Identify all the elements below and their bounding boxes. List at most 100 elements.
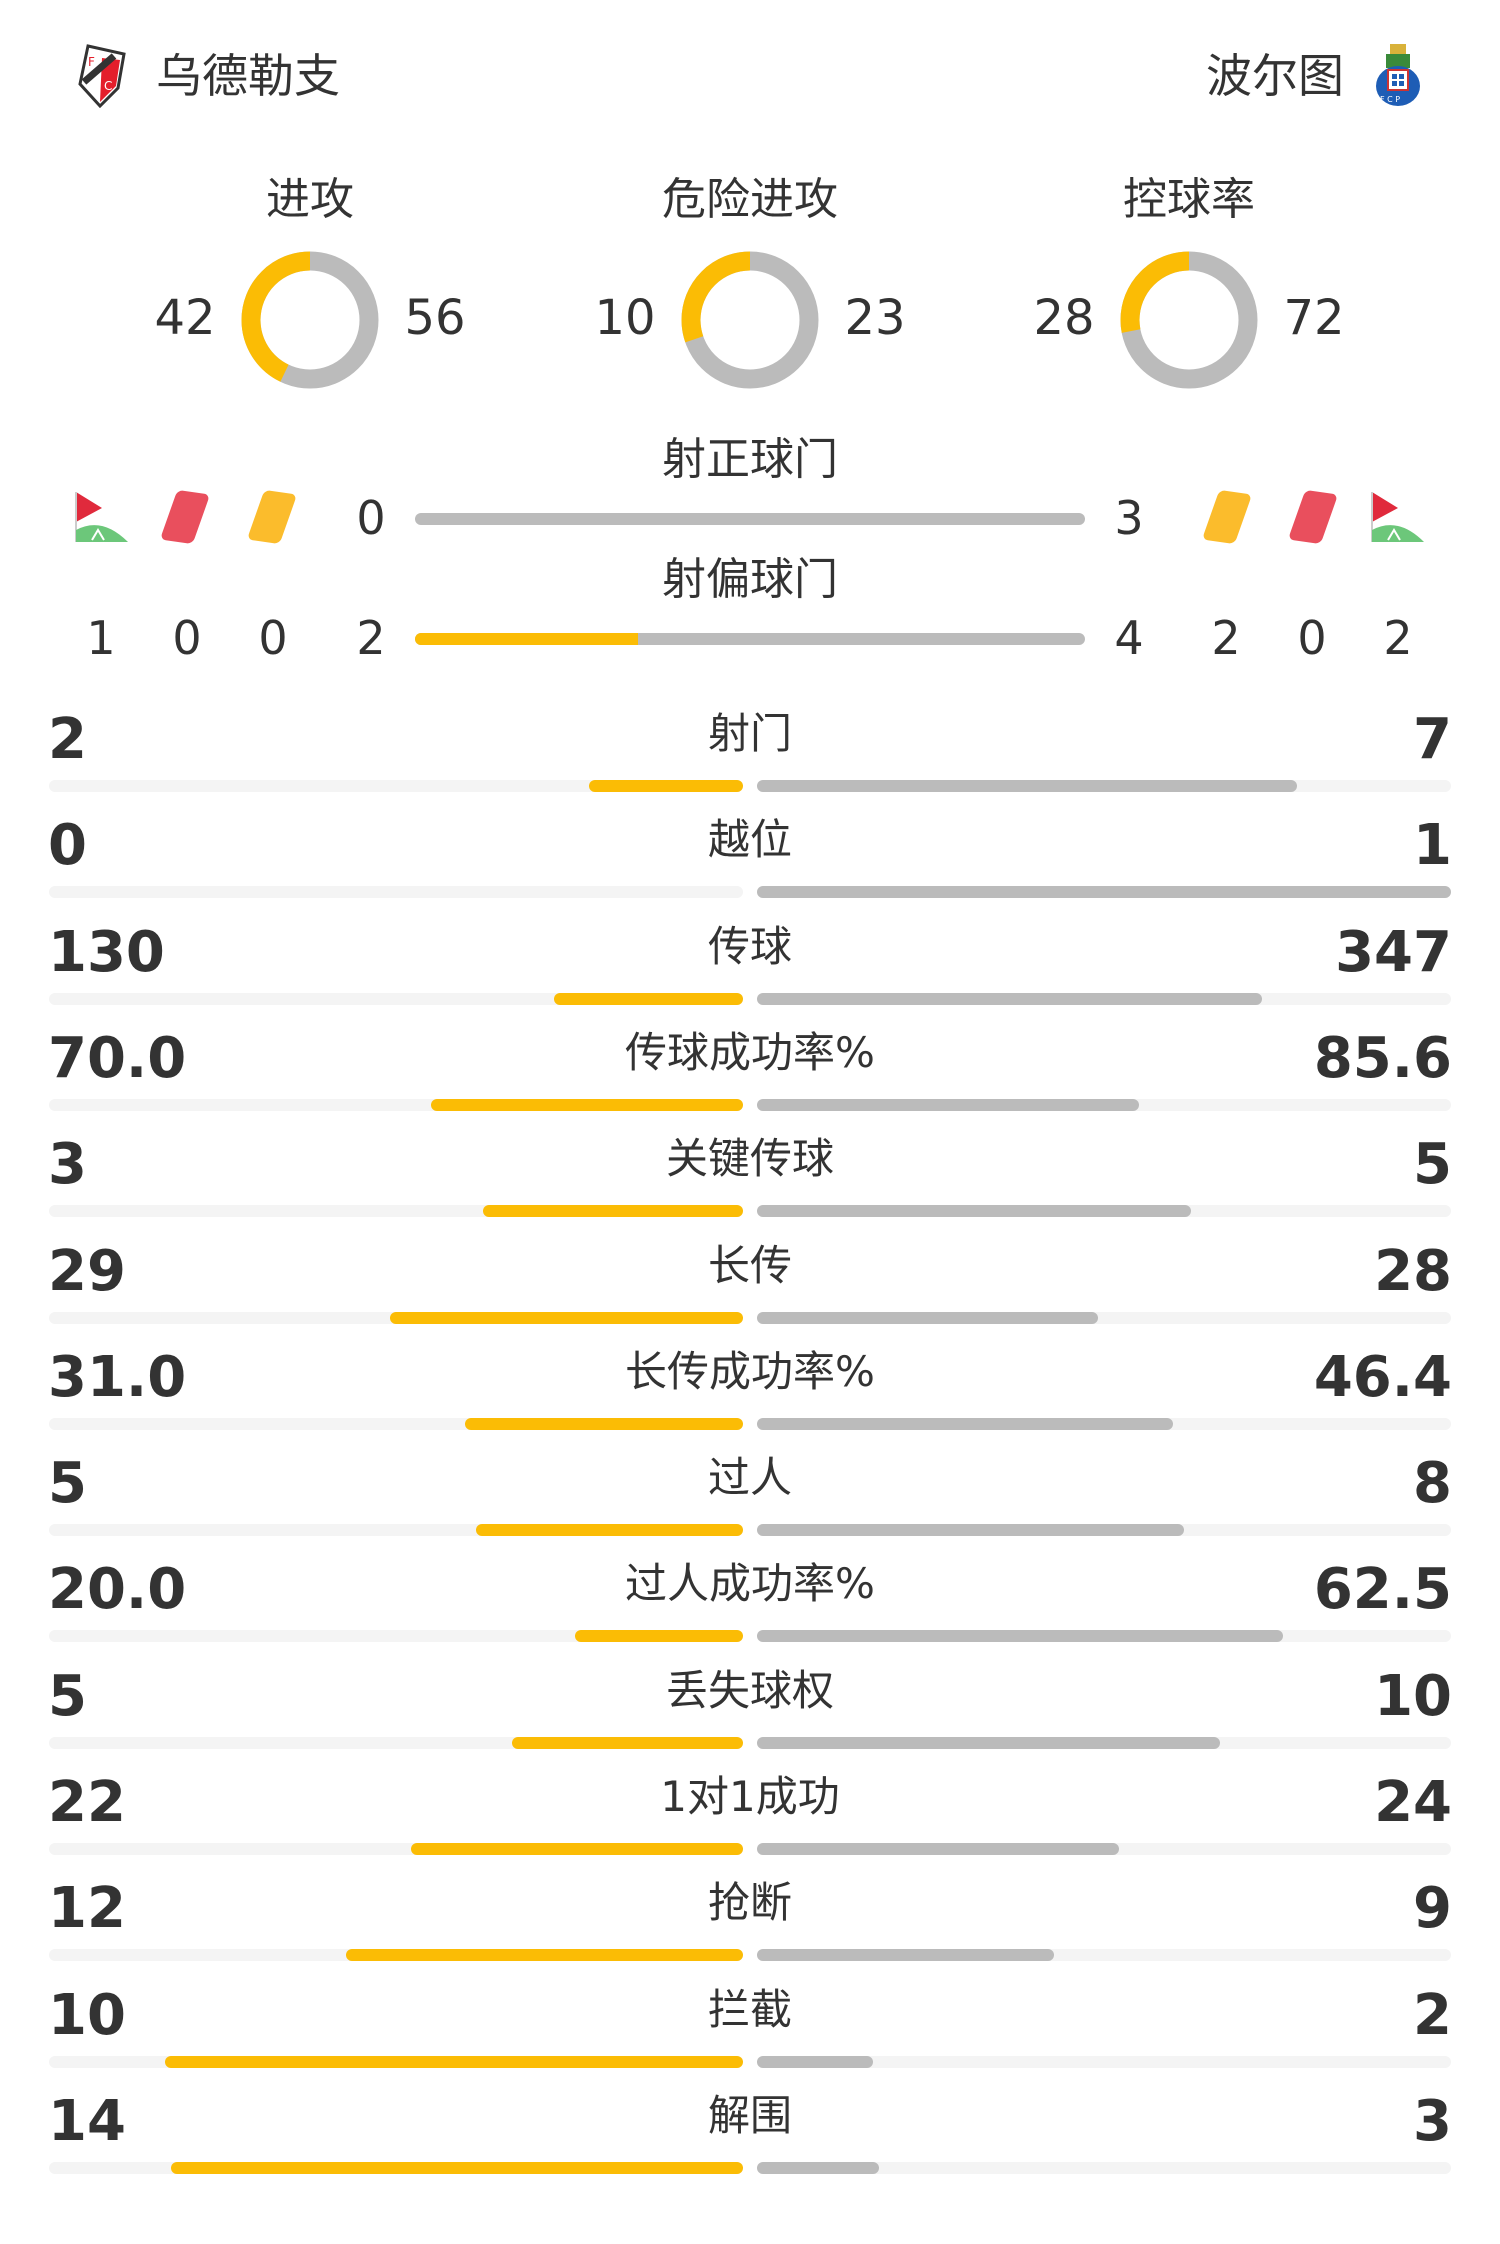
- donut-title: 危险进攻: [662, 174, 838, 225]
- stat-away-value: 8: [1413, 1451, 1452, 1517]
- stat-away-bar-track: [757, 2161, 1451, 2174]
- stat-row: 5 丢失球权 10: [0, 1663, 1500, 1771]
- stat-label: 长传: [707, 1240, 792, 1290]
- home-yellow-cards-value: 0: [258, 611, 288, 665]
- stat-home-bar: [482, 1205, 743, 1218]
- stat-away-bar: [757, 2161, 880, 2174]
- stat-away-value: 2: [1413, 1982, 1452, 2048]
- stat-home-value: 130: [48, 919, 165, 985]
- donut-title: 控球率: [1123, 174, 1255, 225]
- donut-away-value: 72: [1283, 290, 1345, 346]
- stat-away-value: 9: [1413, 1876, 1452, 1942]
- away-team-name: 波尔图: [1206, 49, 1344, 103]
- stat-home-bar: [553, 992, 743, 1005]
- stat-away-value: 85.6: [1313, 1025, 1452, 1091]
- corner-flag-icon: [1370, 490, 1426, 544]
- stat-home-bar-track: [49, 1524, 743, 1537]
- stat-home-bar-track: [49, 1098, 743, 1111]
- stat-row: 20.0 过人成功率% 62.5: [0, 1558, 1500, 1664]
- stat-home-bar-track: [49, 1417, 743, 1430]
- stat-home-bar-track: [49, 992, 743, 1005]
- donut-home-value: 10: [594, 290, 656, 346]
- donut-away-value: 23: [844, 290, 906, 346]
- stat-away-bar-track: [757, 1843, 1451, 1855]
- stat-away-bar: [757, 1098, 1139, 1111]
- stat-label: 关键传球: [665, 1134, 834, 1184]
- stat-label: 过人成功率%: [625, 1559, 875, 1609]
- stat-home-bar-track: [49, 886, 743, 899]
- stat-row: 14 解围 3: [0, 2088, 1500, 2196]
- stat-row: 0 越位 1: [0, 814, 1500, 920]
- stat-label: 解围: [707, 2090, 792, 2140]
- shots-off-target-title: 射偏球门: [662, 554, 838, 605]
- stat-home-value: 0: [48, 813, 87, 879]
- donut-away-value: 56: [404, 290, 466, 346]
- donut-title: 进攻: [266, 174, 354, 225]
- stat-away-bar-track: [757, 992, 1451, 1005]
- stat-label: 过人: [707, 1453, 792, 1503]
- stat-label: 拦截: [707, 1984, 792, 2034]
- stat-home-value: 12: [48, 1876, 126, 1942]
- stat-away-value: 7: [1413, 707, 1452, 772]
- stat-home-bar-track: [49, 2055, 743, 2068]
- stat-home-bar-track: [49, 1205, 743, 1218]
- stat-row: 31.0 长传成功率% 46.4: [0, 1344, 1500, 1452]
- stat-away-bar: [757, 780, 1297, 792]
- stat-away-value: 10: [1374, 1663, 1452, 1729]
- stat-home-value: 10: [48, 1982, 126, 2048]
- donut-home-value: 42: [154, 290, 216, 346]
- corner-flag-icon: [74, 490, 130, 544]
- stat-home-value: 5: [48, 1663, 87, 1729]
- svg-text:C: C: [104, 79, 112, 93]
- donut-home-arc: [681, 251, 819, 389]
- stat-away-bar: [757, 1736, 1220, 1749]
- shots-off-away-value: 4: [1114, 611, 1144, 665]
- stat-away-bar-track: [757, 1417, 1451, 1430]
- shots-on-home-value: 0: [356, 491, 386, 545]
- red-card-icon: [1287, 489, 1339, 545]
- home-team-name: 乌德勒支: [156, 49, 340, 103]
- donut-home-arc: [1120, 251, 1258, 389]
- yellow-card-icon: [246, 489, 298, 545]
- stat-home-bar: [411, 1843, 743, 1855]
- shots-on-bar: [415, 513, 1085, 525]
- away-corners-value: 2: [1383, 611, 1413, 665]
- stat-away-bar-track: [757, 1205, 1451, 1218]
- home-red-cards-value: 0: [172, 611, 202, 665]
- stat-home-value: 70.0: [48, 1025, 187, 1091]
- stat-row: 22 1对1成功 24: [0, 1771, 1500, 1877]
- stat-away-bar-track: [757, 1949, 1451, 1962]
- red-card-icon: [159, 489, 211, 545]
- stat-row: 2 射门 7: [0, 708, 1500, 814]
- stat-home-bar-track: [49, 1949, 743, 1962]
- stat-away-value: 62.5: [1313, 1557, 1452, 1623]
- stat-row: 130 传球 347: [0, 919, 1500, 1027]
- stat-home-bar: [465, 1417, 743, 1430]
- stat-home-bar-track: [49, 1311, 743, 1324]
- stat-home-bar-track: [49, 1630, 743, 1643]
- yellow-card-icon: [1201, 489, 1253, 545]
- stat-home-bar-track: [49, 780, 743, 792]
- stat-row: 10 拦截 2: [0, 1982, 1500, 2090]
- stat-away-bar: [757, 1311, 1098, 1324]
- shots-on-target-title: 射正球门: [662, 434, 838, 485]
- stat-away-value: 28: [1374, 1238, 1452, 1304]
- stat-away-bar: [757, 2055, 873, 2068]
- stat-home-bar: [346, 1949, 743, 1962]
- stat-home-value: 14: [48, 2088, 126, 2154]
- donut-home-value: 28: [1033, 290, 1095, 346]
- shots-on-away-value: 3: [1114, 491, 1144, 545]
- stat-away-value: 5: [1413, 1132, 1452, 1198]
- stat-label: 1对1成功: [660, 1772, 840, 1821]
- stat-home-bar: [389, 1311, 743, 1324]
- stat-row: 29 长传 28: [0, 1238, 1500, 1346]
- stat-home-value: 31.0: [48, 1344, 187, 1410]
- stat-home-bar: [171, 2161, 743, 2174]
- shots-off-home-fill: [415, 633, 639, 645]
- stat-away-bar: [757, 1949, 1055, 1962]
- donut-ring: [241, 251, 379, 389]
- stat-row: 3 关键传球 5: [0, 1133, 1500, 1239]
- stat-label: 传球成功率%: [625, 1027, 875, 1077]
- stat-away-bar-track: [757, 1736, 1451, 1749]
- donut-ring: [1120, 251, 1258, 389]
